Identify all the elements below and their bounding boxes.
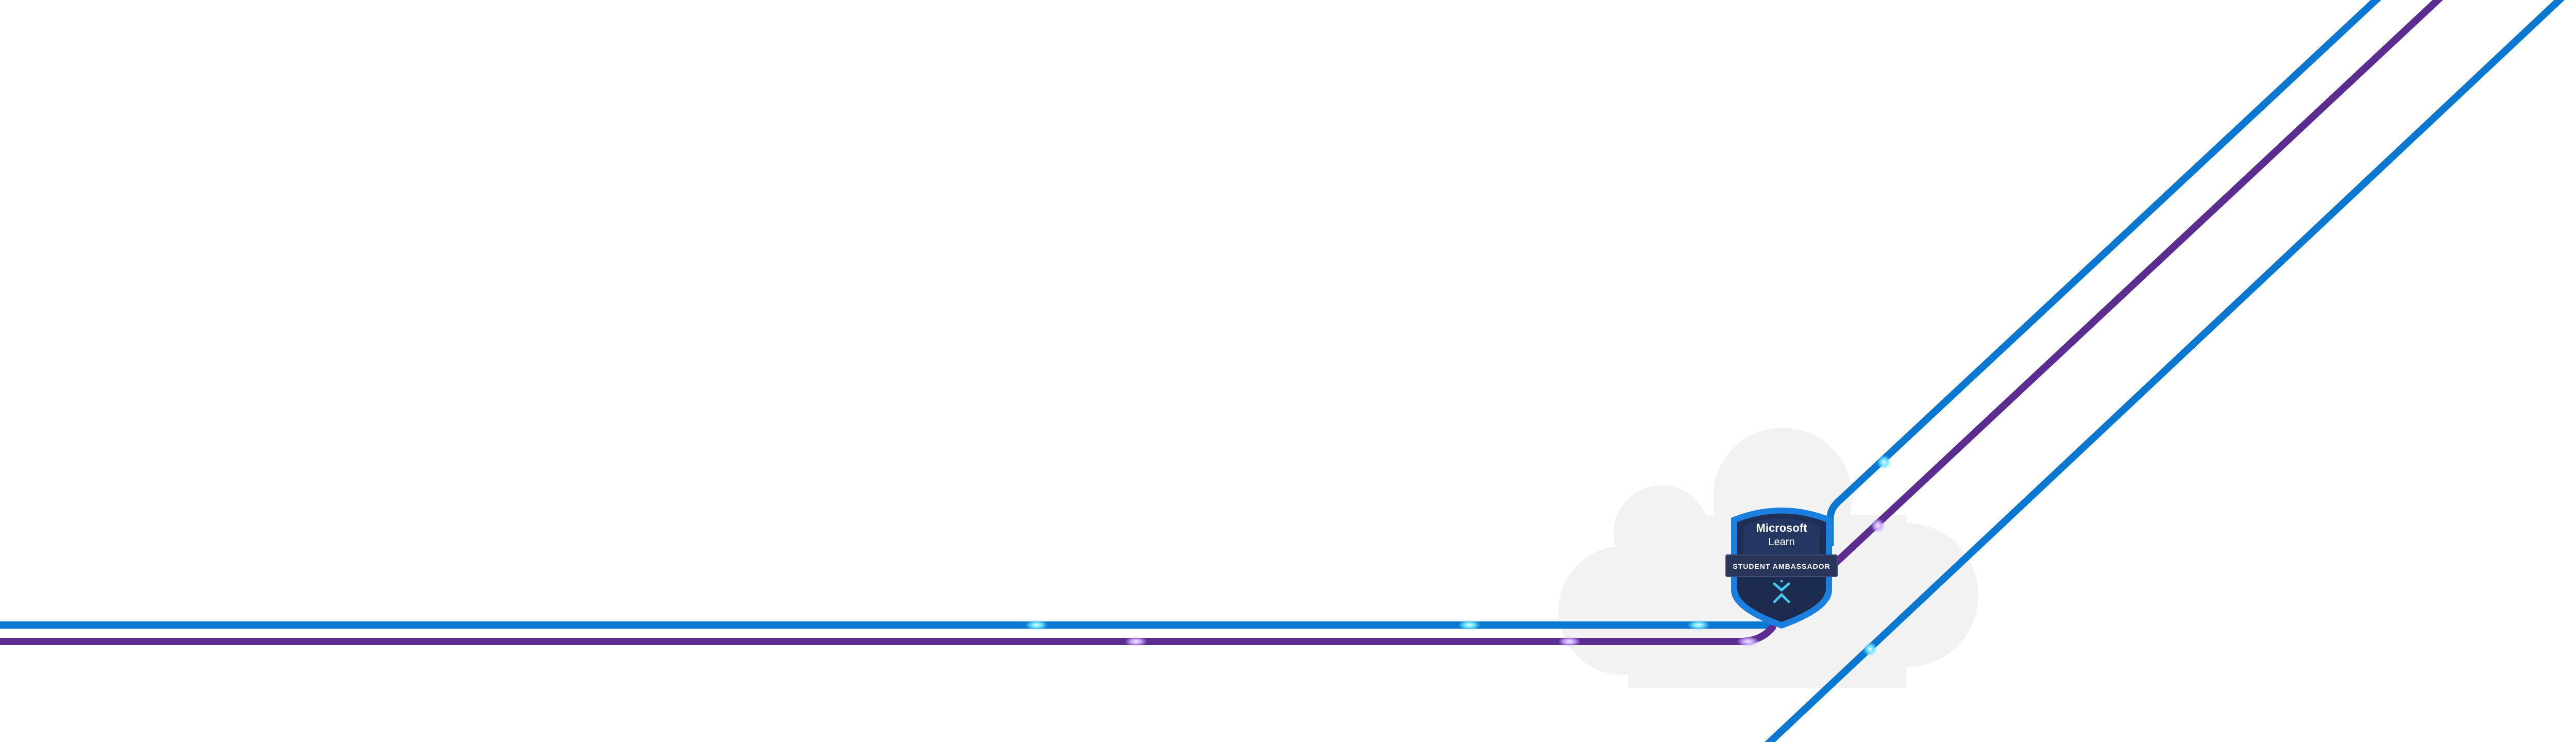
blue-horizontal-line xyxy=(0,617,1785,629)
blue-diagonal-line-1 xyxy=(1826,0,2381,546)
diagonal-lines xyxy=(1765,0,2565,742)
badge-ribbon: STUDENT AMBASSADOR xyxy=(1733,562,1830,570)
blue-diagonal-line-2 xyxy=(1765,0,2565,742)
purple-horizontal-line xyxy=(0,624,1776,645)
ambassador-mark-icon xyxy=(1773,580,1790,603)
badge-title: Microsoft xyxy=(1756,521,1808,534)
horizontal-lines xyxy=(0,617,1785,645)
shield-badge-icon: Microsoft Learn STUDENT AMBASSADOR xyxy=(1725,508,1838,629)
badge-subtitle: Learn xyxy=(1768,536,1794,548)
glow-dots xyxy=(1025,455,1891,656)
purple-diagonal-line xyxy=(1832,0,2443,567)
